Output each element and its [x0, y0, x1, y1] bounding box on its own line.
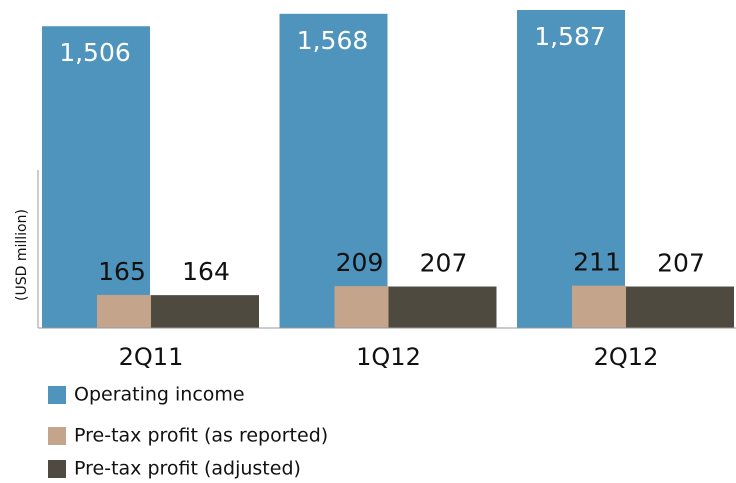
y-axis-label: (USD million) — [14, 209, 30, 301]
bar — [572, 285, 626, 328]
x-tick-label: 2Q12 — [594, 343, 659, 371]
bar — [517, 10, 625, 328]
value-label: 207 — [420, 249, 468, 278]
legend-swatch — [48, 427, 66, 445]
bar — [334, 286, 389, 328]
bar — [279, 13, 388, 328]
bar — [151, 295, 259, 328]
bar — [42, 26, 150, 329]
value-label: 211 — [573, 248, 621, 277]
bar — [626, 286, 734, 328]
legend-label: Pre-tax profit (adjusted) — [74, 458, 301, 480]
value-label: 209 — [336, 248, 384, 277]
value-label: 1,506 — [59, 38, 131, 67]
bar — [388, 286, 497, 328]
x-tick-label: 2Q11 — [119, 343, 184, 371]
bar — [97, 294, 151, 328]
legend-swatch — [48, 386, 66, 404]
value-label: 1,568 — [297, 26, 369, 55]
value-label: 165 — [98, 257, 146, 286]
value-label: 164 — [182, 257, 230, 286]
legend-swatch — [48, 460, 66, 478]
value-label: 1,587 — [534, 22, 606, 51]
x-tick-label: 1Q12 — [356, 343, 421, 371]
value-label: 207 — [657, 249, 705, 278]
legend-label: Pre-tax profit (as reported) — [74, 425, 328, 447]
legend-label: Operating income — [74, 384, 245, 406]
